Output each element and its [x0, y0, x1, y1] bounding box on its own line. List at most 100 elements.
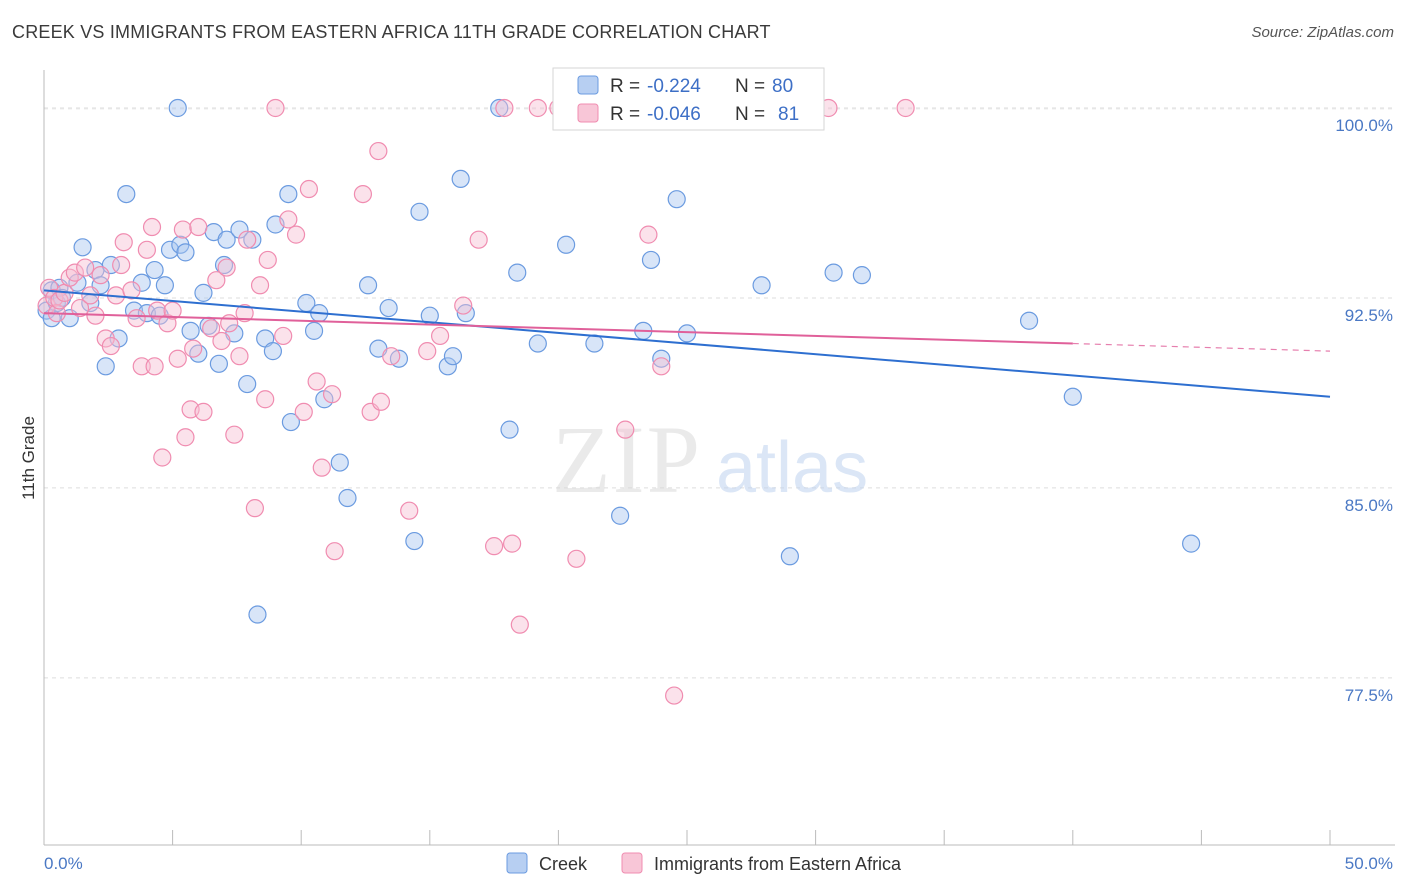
creek-point-77: [1019, 311, 1039, 330]
legend-immigrants-swatch: [577, 103, 599, 123]
immigrants-point-25: [153, 448, 172, 467]
immigrants-point-35: [202, 319, 221, 338]
creek-point-17: [132, 273, 151, 292]
series-legend: Creek Immigrants from Eastern Africa: [506, 852, 902, 874]
creek-point-66: [585, 334, 604, 353]
creek-point-21: [155, 276, 174, 295]
y-tick-label-2: 92.5%: [1345, 306, 1393, 325]
immigrants-point-32: [184, 339, 203, 358]
creek-point-15: [117, 185, 136, 204]
immigrants-point-78: [665, 686, 684, 705]
legend-creek-n-value: 80: [772, 76, 793, 97]
creek-point-12: [96, 357, 115, 376]
creek-point-67: [611, 506, 630, 525]
immigrants-point-75: [616, 420, 635, 439]
creek-point-8: [73, 238, 92, 257]
immigrants-point-46: [256, 390, 275, 409]
legend-creek-swatch: [577, 75, 599, 95]
legend-immigrants-r-label: R =: [610, 104, 640, 125]
creek-point-27: [189, 344, 208, 363]
immigrants-point-64: [418, 342, 437, 361]
immigrants-point-76: [639, 225, 658, 244]
creek-point-55: [410, 202, 429, 221]
creek-point-65: [557, 235, 576, 254]
watermark-zip: ZIP: [552, 406, 702, 513]
creek-point-43: [281, 412, 301, 432]
creek-point-71: [667, 190, 686, 209]
creek-point-79: [1182, 534, 1201, 553]
immigrants-point-77: [652, 357, 671, 376]
creek-point-54: [405, 531, 424, 551]
creek-point-36: [238, 374, 257, 394]
immigrants-point-12: [91, 266, 110, 285]
legend-creek-r-value: -0.224: [647, 76, 701, 97]
immigrants-point-39: [220, 314, 239, 333]
creek-point-40: [263, 342, 283, 361]
immigrants-point-72: [528, 98, 547, 118]
immigrants-point-54: [307, 372, 326, 391]
creek-point-19: [145, 260, 164, 280]
immigrants-point-24: [148, 301, 167, 320]
legend-immigrants-n-label: N =: [735, 104, 765, 125]
y-tick-label-3: 100.0%: [1335, 116, 1393, 135]
creek-point-26: [181, 321, 200, 340]
immigrants-point-50: [279, 210, 298, 229]
immigrants-point-41: [230, 347, 249, 366]
immigrants-point-36: [207, 271, 226, 290]
immigrants-point-69: [495, 98, 514, 118]
creek-point-33: [217, 230, 236, 249]
immigrants-point-57: [325, 542, 344, 561]
immigrants-point-22: [142, 217, 162, 237]
creek-point-57: [438, 357, 457, 376]
immigrants-point-65: [430, 326, 450, 346]
immigrants-point-67: [469, 230, 488, 249]
immigrants-point-61: [369, 141, 388, 161]
immigrants-point-27: [163, 301, 182, 320]
axes: [43, 70, 1395, 846]
stats-legend: R = -0.224 N = 80 R = -0.046 N = 81: [552, 67, 825, 131]
immigrants-point-17: [114, 233, 133, 252]
immigrants-point-38: [217, 258, 236, 277]
source-label: Source: ZipAtlas.com: [1251, 24, 1394, 41]
legend-immigrants-r-value: -0.046: [647, 104, 701, 125]
creek-trend-line: [43, 289, 1331, 398]
series-legend-immigrants-swatch: [621, 852, 643, 874]
immigrants-point-42: [235, 304, 254, 323]
creek-point-45: [304, 321, 324, 340]
immigrants-point-80: [896, 98, 915, 118]
creek-point-64: [528, 334, 547, 353]
creek-point-38: [248, 605, 267, 624]
immigrants-point-71: [510, 615, 529, 634]
immigrants-point-9: [76, 258, 95, 277]
y-tick-label-0: 77.5%: [1345, 686, 1393, 705]
creek-point-76: [852, 266, 871, 285]
immigrants-point-23: [145, 357, 164, 376]
creek-point-50: [358, 276, 378, 295]
creek-points: [37, 98, 1201, 624]
creek-point-35: [230, 220, 249, 239]
series-legend-creek-swatch: [506, 852, 528, 874]
immigrants-point-53: [299, 179, 319, 199]
immigrants-point-2: [45, 288, 64, 308]
immigrants-trend-line: [43, 312, 1073, 345]
legend-immigrants-n-value: 81: [778, 104, 799, 125]
immigrants-point-48: [266, 98, 285, 118]
immigrants-point-70: [503, 534, 522, 553]
creek-point-23: [168, 98, 187, 118]
x-tick-label-min: 0.0%: [44, 854, 83, 873]
immigrants-point-19: [127, 309, 146, 328]
legend-creek-r-label: R =: [610, 76, 640, 97]
x-axis-ticks: [43, 830, 1331, 845]
series-legend-immigrants-label: Immigrants from Eastern Africa: [654, 854, 902, 874]
immigrants-point-7: [65, 263, 84, 282]
immigrants-point-52: [294, 402, 313, 422]
immigrants-point-63: [400, 501, 419, 520]
immigrants-point-45: [250, 276, 270, 295]
immigrants-point-21: [137, 240, 156, 259]
creek-point-31: [209, 354, 228, 373]
creek-point-78: [1063, 387, 1082, 406]
chart-title: CREEK VS IMMIGRANTS FROM EASTERN AFRICA …: [12, 22, 771, 42]
creek-point-75: [824, 263, 843, 282]
creek-point-49: [338, 488, 357, 508]
creek-point-22: [160, 240, 180, 259]
